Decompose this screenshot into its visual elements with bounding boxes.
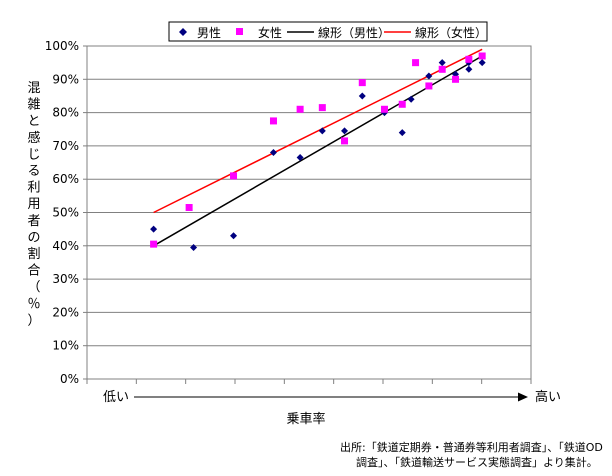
y-tick-label: 30%	[52, 272, 79, 286]
data-point-female	[452, 75, 460, 83]
data-point-male	[478, 59, 486, 67]
data-point-female	[150, 240, 158, 248]
legend-label-linear-male: 線形（男性）	[318, 25, 390, 40]
y-tick-label: 80%	[52, 106, 79, 120]
y-axis-title-char: 混	[27, 81, 40, 96]
y-axis-title-char: 割	[27, 246, 40, 262]
data-point-male	[358, 92, 366, 100]
data-point-female	[380, 105, 388, 113]
y-tick-label: 40%	[52, 239, 79, 253]
data-point-female	[465, 55, 473, 63]
data-point-female	[438, 65, 446, 73]
data-point-male	[230, 232, 238, 240]
y-axis-title-char: と	[27, 114, 40, 129]
y-tick-label: 20%	[52, 305, 79, 319]
y-axis-title-char: （	[27, 280, 40, 295]
y-axis-title-char: 合	[27, 264, 40, 279]
data-point-male	[438, 59, 446, 67]
data-point-male	[190, 243, 198, 251]
data-point-female	[185, 204, 193, 212]
y-tick-label: 70%	[52, 139, 79, 153]
data-point-female	[412, 59, 420, 67]
data-point-female	[341, 137, 349, 145]
legend-label-female: 女性	[258, 25, 282, 40]
data-point-male	[150, 225, 158, 233]
data-point-male	[465, 65, 473, 73]
source-note: 出所:「鉄道定期券・普通券等利用者調査」、「鉄道OD 調査」、「鉄道輸送サービス…	[340, 440, 608, 470]
y-axis-title-char: 感	[27, 130, 40, 146]
data-point-female	[318, 104, 326, 112]
legend-label-male: 男性	[197, 26, 221, 40]
y-axis-title-char: 利	[27, 181, 40, 196]
y-axis-title-char: 者	[27, 214, 40, 229]
data-point-female	[425, 82, 433, 90]
source-note-line-1: 出所:「鉄道定期券・普通券等利用者調査」、「鉄道OD	[340, 441, 603, 454]
legend-item-female: 女性	[236, 25, 282, 40]
data-point-male	[296, 154, 304, 162]
legend-item-male: 男性	[179, 26, 221, 40]
y-tick-label: 10%	[52, 339, 79, 353]
y-tick-label: 90%	[52, 72, 79, 86]
data-point-female	[296, 105, 304, 113]
data-point-female	[358, 79, 366, 87]
y-axis-title-char: る	[27, 164, 40, 179]
data-point-male	[318, 127, 326, 135]
source-note-line-2: 調査」、「鉄道輸送サービス実態調査」より集計。	[356, 456, 598, 469]
y-axis-title-char: じ	[27, 147, 40, 162]
x-axis-title: 乗車率	[286, 411, 325, 427]
y-axis-title-char: ）	[27, 313, 40, 328]
x-axis-arrow: 低い 高い	[103, 389, 561, 405]
legend-item-linear-male: 線形（男性）	[287, 25, 390, 40]
y-axis-title-char: ％	[27, 297, 40, 312]
data-point-male	[398, 129, 406, 137]
legend-item-linear-female: 線形（女性）	[384, 25, 487, 40]
data-point-female	[269, 117, 277, 125]
y-axis-title-char: 雑	[27, 97, 40, 113]
data-point-male	[269, 149, 277, 157]
data-point-female	[478, 52, 486, 60]
y-tick-label: 50%	[52, 206, 79, 220]
x-low-label: 低い	[103, 390, 129, 405]
arrow-head-icon	[518, 392, 528, 402]
data-point-male	[341, 127, 349, 135]
data-point-female	[398, 100, 406, 108]
y-tick-label: 60%	[52, 172, 79, 186]
data-point-male	[425, 72, 433, 80]
data-point-female	[230, 172, 238, 180]
legend: 男性 女性 線形（男性） 線形（女性）	[168, 21, 488, 42]
y-axis-title-char: の	[27, 230, 40, 245]
legend-label-linear-female: 線形（女性）	[415, 25, 487, 40]
data-point-male	[407, 95, 415, 103]
y-tick-label: 0%	[60, 372, 79, 386]
x-high-label: 高い	[535, 389, 561, 405]
y-axis-title-char: 用	[27, 197, 40, 212]
y-tick-label: 100%	[45, 39, 79, 53]
